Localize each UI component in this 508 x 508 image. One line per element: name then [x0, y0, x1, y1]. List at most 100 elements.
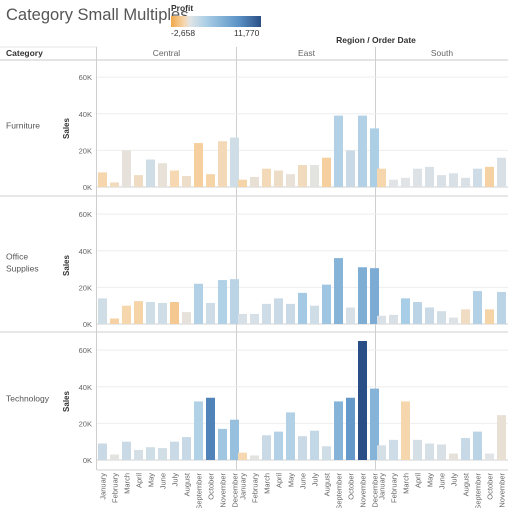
bar-technology-east-november: [358, 341, 367, 460]
x-tick-label-september: September: [474, 472, 483, 508]
bar-furniture-central-september: [194, 143, 203, 187]
y-tick-label: 20K: [79, 146, 92, 155]
x-tick-label-july: July: [171, 473, 180, 487]
x-tick-label-april: April: [135, 473, 144, 488]
x-tick-label-march: March: [123, 473, 132, 494]
legend-color-ramp[interactable]: [171, 16, 261, 27]
x-tick-label-october: October: [347, 473, 356, 500]
x-tick-label-march: March: [263, 473, 272, 494]
bar-furniture-south-october: [485, 166, 494, 187]
region-header-south: South: [431, 48, 453, 58]
bar-technology-central-august: [182, 437, 191, 460]
y-tick-label: 20K: [79, 419, 92, 428]
category-label-office-supplies: Office Supplies: [6, 252, 39, 274]
bar-furniture-east-may: [286, 174, 295, 187]
bar-office-supplies-east-september: [334, 258, 343, 324]
bar-office-supplies-east-february: [250, 313, 259, 324]
bar-technology-east-december: [370, 388, 379, 460]
bar-technology-south-june: [437, 444, 446, 460]
bar-furniture-south-february: [389, 179, 398, 187]
bar-furniture-central-march: [122, 150, 131, 187]
bar-technology-east-march: [262, 435, 271, 460]
x-tick-label-november: November: [359, 473, 368, 508]
y-tick-label: 0K: [83, 183, 92, 192]
y-tick-label: 40K: [79, 247, 92, 256]
category-label-furniture: Furniture: [6, 121, 40, 131]
bar-furniture-east-september: [334, 115, 343, 187]
bar-technology-central-september: [194, 401, 203, 460]
x-tick-label-august: August: [323, 472, 332, 496]
bar-technology-south-may: [425, 443, 434, 460]
x-tick-label-march: March: [402, 473, 411, 494]
column-header-title: Region / Order Date: [336, 35, 416, 45]
bar-office-supplies-south-june: [437, 311, 446, 324]
bar-furniture-south-july: [449, 173, 458, 187]
bar-technology-south-april: [413, 439, 422, 460]
bar-office-supplies-east-august: [322, 284, 331, 324]
x-tick-label-february: February: [111, 473, 120, 503]
bar-technology-east-october: [346, 397, 355, 460]
bar-furniture-south-may: [425, 166, 434, 187]
bar-technology-central-april: [134, 449, 143, 460]
bar-technology-south-september: [473, 431, 482, 460]
bar-office-supplies-south-november: [497, 291, 506, 324]
bar-office-supplies-south-july: [449, 317, 458, 324]
bar-office-supplies-south-may: [425, 307, 434, 324]
x-tick-label-november: November: [498, 473, 507, 508]
bar-office-supplies-central-january: [98, 298, 107, 324]
bar-office-supplies-south-august: [461, 309, 470, 324]
bar-furniture-central-july: [170, 170, 179, 187]
y-tick-label: 20K: [79, 283, 92, 292]
bar-technology-south-february: [389, 439, 398, 460]
bar-technology-central-may: [146, 447, 155, 460]
x-tick-label-june: June: [438, 473, 447, 489]
x-tick-label-july: July: [450, 473, 459, 487]
y-tick-label: 40K: [79, 110, 92, 119]
x-tick-label-june: June: [299, 473, 308, 489]
bar-office-supplies-east-july: [310, 305, 319, 324]
bar-office-supplies-east-june: [298, 292, 307, 324]
bar-furniture-south-november: [497, 157, 506, 187]
bar-furniture-east-july: [310, 165, 319, 187]
x-tick-label-june: June: [159, 473, 168, 489]
x-tick-label-january: January: [239, 473, 248, 500]
bar-office-supplies-east-november: [358, 267, 367, 324]
x-tick-label-august: August: [183, 472, 192, 496]
bar-technology-central-february: [110, 454, 119, 460]
bar-office-supplies-south-september: [473, 291, 482, 324]
x-tick-label-september: September: [335, 472, 344, 508]
bar-technology-east-january: [238, 452, 247, 460]
bar-office-supplies-south-march: [401, 298, 410, 324]
bar-technology-south-october: [485, 453, 494, 460]
bar-furniture-east-april: [274, 170, 283, 187]
bar-office-supplies-central-may: [146, 302, 155, 324]
bar-furniture-south-september: [473, 168, 482, 187]
legend-min-label: -2,658: [171, 28, 196, 38]
bar-office-supplies-south-january: [377, 315, 386, 324]
bar-office-supplies-east-october: [346, 307, 355, 324]
x-tick-label-november: November: [219, 473, 228, 508]
row-header-category: Category: [6, 48, 43, 58]
bar-furniture-east-october: [346, 150, 355, 187]
category-label-line: Supplies: [6, 264, 39, 274]
bar-office-supplies-south-october: [485, 309, 494, 324]
bar-technology-south-january: [377, 445, 386, 460]
bar-office-supplies-central-november: [218, 280, 227, 324]
bar-furniture-east-june: [298, 165, 307, 187]
bar-office-supplies-east-january: [238, 313, 247, 324]
y-tick-label: 60K: [79, 210, 92, 219]
y-tick-label: 0K: [83, 456, 92, 465]
bar-furniture-east-december: [370, 128, 379, 187]
bar-office-supplies-east-april: [274, 298, 283, 324]
x-tick-label-january: January: [99, 473, 108, 500]
bar-technology-central-june: [158, 448, 167, 460]
y-axis-title: Sales: [62, 117, 71, 138]
x-tick-label-may: May: [426, 473, 435, 487]
bar-technology-central-january: [98, 443, 107, 460]
region-header-central: Central: [153, 48, 181, 58]
x-tick-label-february: February: [251, 473, 260, 503]
bar-office-supplies-south-april: [413, 302, 422, 324]
bar-furniture-central-december: [230, 137, 239, 187]
bar-furniture-central-august: [182, 176, 191, 187]
